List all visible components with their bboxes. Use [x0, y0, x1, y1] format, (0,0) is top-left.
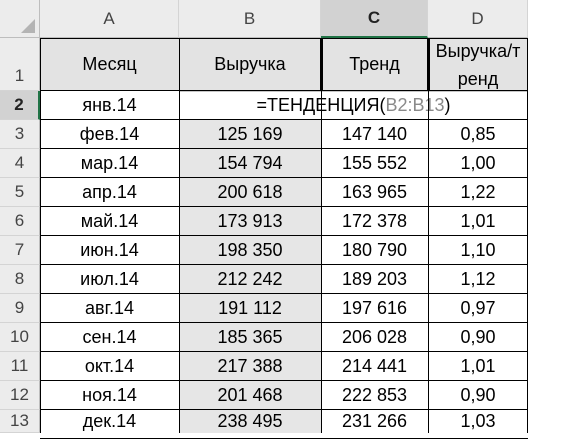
table-row-border	[40, 380, 528, 381]
column-header-d[interactable]: D	[428, 0, 528, 38]
table-cell-trend[interactable]: 206 028	[341, 327, 408, 347]
table-cell-ratio[interactable]: 0,85	[460, 124, 496, 144]
table-cell-ratio[interactable]: 0,90	[460, 327, 496, 347]
row-header-10[interactable]: 10	[0, 323, 40, 352]
table-cell-revenue[interactable]: 185 365	[217, 327, 283, 347]
table-cell-month[interactable]: сен.14	[82, 327, 137, 347]
table-border-row2-bottom	[40, 119, 528, 120]
table-row-border	[40, 177, 528, 178]
table-cell-revenue[interactable]: 217 388	[217, 356, 283, 376]
column-c-selection-border-right	[427, 38, 430, 91]
table-cell-trend[interactable]: 163 965	[341, 182, 408, 202]
table-cell-trend[interactable]: 147 140	[341, 124, 408, 144]
table-cell-revenue[interactable]: 125 169	[217, 124, 283, 144]
header-ratio-line1: Выручка/т	[435, 40, 521, 61]
row-header-1[interactable]: 1	[0, 38, 40, 91]
row-header-4[interactable]: 4	[0, 149, 40, 178]
table-cell-trend[interactable]: 197 616	[341, 298, 408, 318]
header-trend-cell[interactable]: Тренд	[321, 38, 428, 91]
header-revenue-cell[interactable]: Выручка	[179, 38, 321, 91]
table-cell-month[interactable]: июн.14	[80, 240, 139, 260]
row-header-2[interactable]: 2	[0, 91, 40, 120]
table-border-ab	[179, 38, 180, 433]
table-cell-trend[interactable]: 180 790	[341, 240, 408, 260]
table-cell-revenue[interactable]: 154 794	[217, 153, 283, 173]
formula-range-ref: B2:B13	[385, 95, 445, 115]
table-row-border	[40, 409, 528, 410]
table-cell-month[interactable]: апр.14	[82, 182, 137, 202]
header-ratio-line2: ренд	[457, 68, 499, 89]
column-c-selection-border	[320, 38, 323, 91]
table-cell-ratio[interactable]: 1,12	[460, 269, 496, 289]
table-cell-trend[interactable]: 155 552	[341, 153, 408, 173]
row-header-12[interactable]: 12	[0, 381, 40, 410]
row-header-7[interactable]: 7	[0, 236, 40, 265]
table-row-border	[40, 148, 528, 149]
table-border-header-bottom	[40, 90, 528, 91]
table-cell-month[interactable]: окт.14	[84, 356, 135, 376]
table-cell-trend[interactable]: 189 203	[341, 269, 408, 289]
table-cell-ratio[interactable]: 1,22	[460, 182, 496, 202]
table-cell-month[interactable]: июл.14	[80, 269, 139, 289]
table-cell-ratio[interactable]: 1,10	[460, 240, 496, 260]
table-cell-ratio[interactable]: 1,00	[460, 153, 496, 173]
table-row-border	[40, 206, 528, 207]
table-cell-revenue[interactable]: 198 350	[217, 240, 283, 260]
row-header-3[interactable]: 3	[0, 120, 40, 149]
table-cell-ratio[interactable]: 0,90	[460, 385, 496, 405]
table-cell-month[interactable]: авг.14	[85, 298, 134, 318]
row-header-8[interactable]: 8	[0, 265, 40, 294]
table-cell-ratio[interactable]: 1,01	[460, 211, 496, 231]
table-row-border	[40, 351, 528, 352]
column-header-b[interactable]: B	[179, 0, 321, 38]
formula-suffix: )	[444, 95, 451, 115]
header-ratio-cell[interactable]: Выручка/т ренд	[428, 38, 528, 91]
table-cell-revenue[interactable]: 200 618	[217, 182, 283, 202]
cell-a2[interactable]: янв.14	[82, 95, 137, 115]
formula-edit-cell[interactable]: =ТЕНДЕНЦИЯ(B2:B13)	[179, 91, 528, 120]
table-border-right	[527, 38, 528, 433]
table-cell-revenue[interactable]: 212 242	[217, 269, 283, 289]
table-border-bc	[321, 38, 322, 433]
row-header-11[interactable]: 11	[0, 352, 40, 381]
formula-prefix: =ТЕНДЕНЦИЯ(	[256, 95, 386, 115]
select-all-corner[interactable]	[0, 0, 40, 38]
select-all-triangle-icon	[21, 19, 35, 33]
table-row-border	[40, 293, 528, 294]
row-header-9[interactable]: 9	[0, 294, 40, 323]
table-cell-month[interactable]: мар.14	[80, 153, 139, 173]
table-cell-month[interactable]: дек.14	[82, 411, 137, 431]
table-cell-trend[interactable]: 222 853	[341, 385, 408, 405]
row-header-6[interactable]: 6	[0, 207, 40, 236]
table-cell-month[interactable]: ноя.14	[82, 385, 137, 405]
table-border-top	[40, 38, 528, 39]
table-cell-month[interactable]: май.14	[80, 211, 139, 231]
table-cell-revenue[interactable]: 201 468	[217, 385, 283, 405]
table-cell-month[interactable]: фев.14	[79, 124, 140, 144]
table-cell-revenue[interactable]: 173 913	[217, 211, 283, 231]
table-cell-ratio[interactable]: 1,01	[460, 356, 496, 376]
table-cell-ratio[interactable]: 0,97	[460, 298, 496, 318]
table-row-border	[40, 235, 528, 236]
table-cell-ratio[interactable]: 1,03	[460, 411, 496, 431]
header-month-cell[interactable]: Месяц	[40, 38, 179, 91]
table-border-cd	[428, 38, 429, 433]
table-cell-revenue[interactable]: 191 112	[218, 298, 282, 318]
table-border-left	[40, 38, 41, 433]
row-header-13[interactable]: 13	[0, 410, 40, 433]
table-cell-trend[interactable]: 231 266	[341, 411, 408, 431]
table-cell-revenue[interactable]: 238 495	[217, 411, 283, 431]
table-row-border	[40, 264, 528, 265]
table-row-border	[40, 322, 528, 323]
table-cell-trend[interactable]: 172 378	[341, 211, 408, 231]
row-header-5[interactable]: 5	[0, 178, 40, 207]
column-header-a[interactable]: A	[40, 0, 179, 38]
column-header-c[interactable]: C	[321, 0, 428, 38]
table-cell-trend[interactable]: 214 441	[341, 356, 408, 376]
